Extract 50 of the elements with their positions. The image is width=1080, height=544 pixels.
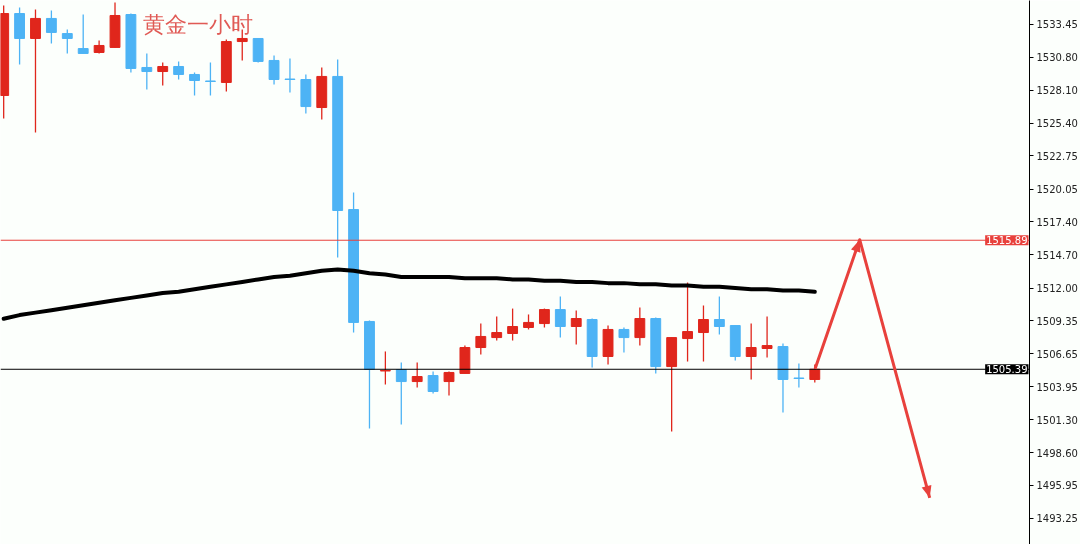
- y-tick-label: 1506.65: [1036, 348, 1078, 360]
- candlestick: [745, 322, 757, 381]
- candlestick: [507, 307, 519, 342]
- y-tick-label: 1517.40: [1036, 216, 1078, 228]
- candlestick: [268, 54, 280, 86]
- y-tick-label: 1514.70: [1036, 249, 1078, 261]
- candlestick: [395, 361, 407, 426]
- candlestick: [634, 306, 646, 347]
- candlestick: [45, 9, 57, 45]
- candlestick: [682, 281, 693, 363]
- candlestick: [205, 61, 216, 97]
- candlestick: [761, 315, 773, 359]
- candlestick: [411, 361, 423, 389]
- candlestick: [618, 326, 630, 354]
- candlestick: [284, 57, 296, 94]
- candlestick: [698, 304, 709, 363]
- y-tick-label: 1512.00: [1036, 283, 1078, 295]
- y-tick-label: 1509.35: [1036, 315, 1078, 327]
- candlestick: [475, 322, 487, 356]
- y-tick-label: 1501.30: [1036, 414, 1078, 426]
- candlestick: [443, 370, 455, 397]
- y-tick-label: 1533.45: [1036, 19, 1078, 31]
- y-tick-label: 1522.75: [1036, 150, 1078, 162]
- y-tick-label: 1525.40: [1036, 118, 1078, 130]
- ref-line-label: 1515.89: [986, 235, 1028, 247]
- candlestick: [141, 52, 153, 91]
- y-tick-label: 1493.25: [1036, 513, 1078, 525]
- candlestick: [427, 370, 439, 395]
- candlestick: [252, 37, 264, 64]
- y-tick-label: 1503.95: [1036, 381, 1078, 393]
- y-tick-label: 1520.05: [1036, 184, 1078, 196]
- text: 黄金一小时: [142, 11, 253, 37]
- candlestick: [554, 295, 566, 339]
- ref-line-label: 1505.39: [986, 364, 1028, 376]
- candlestick: [379, 350, 391, 386]
- candlestick: [491, 315, 503, 342]
- candlestick: [157, 61, 169, 87]
- candlestick: [189, 71, 200, 97]
- y-tick-label: 1498.60: [1036, 447, 1078, 459]
- candlestick: [61, 28, 73, 55]
- y-tick-label: 1528.10: [1036, 85, 1078, 97]
- candlestick: [77, 13, 89, 55]
- candlestick: [793, 362, 805, 389]
- candlestick: [173, 60, 185, 81]
- y-tick-label: 1495.95: [1036, 480, 1078, 492]
- candlestick: [570, 309, 582, 346]
- candlestick: [713, 295, 725, 336]
- line-series: [1, 267, 817, 321]
- candlestick: [30, 8, 41, 134]
- y-tick-label: 1530.80: [1036, 52, 1078, 64]
